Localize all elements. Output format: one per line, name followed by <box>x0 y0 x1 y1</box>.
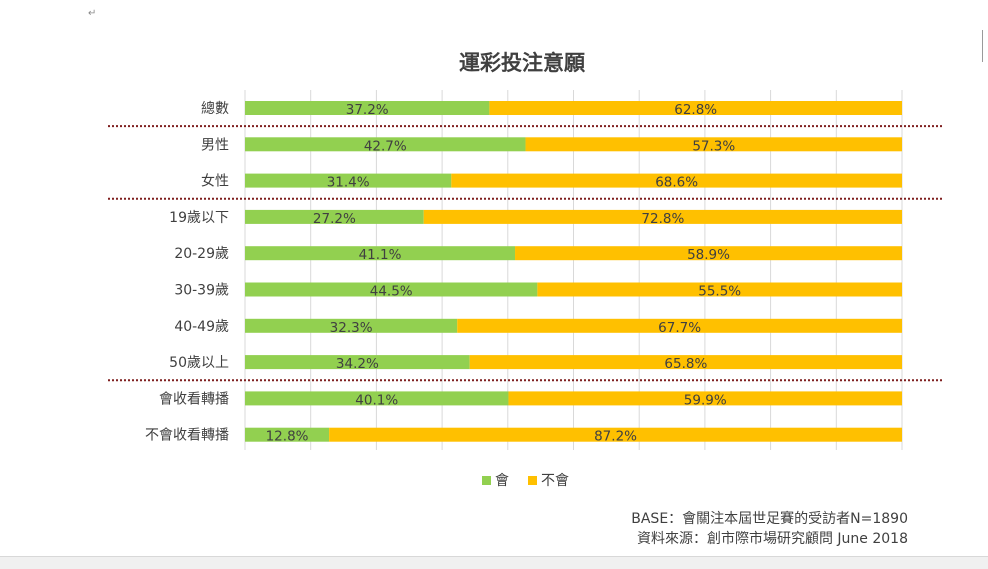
data-label: 62.8% <box>674 102 717 118</box>
group-separators <box>108 125 944 382</box>
category-label: 不會收看轉播 <box>145 428 229 444</box>
data-label: 55.5% <box>698 284 741 300</box>
bar-segment-yes <box>245 282 538 297</box>
data-label: 34.2% <box>336 356 379 372</box>
category-label: 總數 <box>201 100 229 117</box>
legend: 會 不會 <box>482 473 569 489</box>
bar-segment-yes <box>245 137 526 152</box>
data-label: 65.8% <box>664 356 707 372</box>
data-label: 31.4% <box>327 175 370 191</box>
bar-segment-no <box>515 246 902 261</box>
bar-segment-no <box>525 137 902 152</box>
category-label: 40-49歲 <box>174 319 229 335</box>
stacked-bar-chart: 運彩投注意願 總數 37.2% 62.8% 男性 42.7% 57.3% 女性 31.4% 68… <box>108 51 944 489</box>
bar-segment-yes <box>245 209 424 224</box>
legend-swatch-yes <box>482 476 491 485</box>
data-label: 72.8% <box>641 211 684 227</box>
bar-segment-no <box>451 173 902 188</box>
bar-segment-yes <box>245 246 516 261</box>
bar-segment-yes <box>245 173 452 188</box>
bar-segment-yes <box>245 318 458 333</box>
bar-segment-no <box>508 391 902 406</box>
data-label: 87.2% <box>594 429 637 445</box>
legend-label: 不會 <box>541 473 569 489</box>
data-label: 27.2% <box>313 211 356 227</box>
category-label: 女性 <box>201 173 229 190</box>
bars: 總數 37.2% 62.8% 男性 42.7% 57.3% 女性 31.4% 68.6% 19歲以… <box>145 100 902 445</box>
bar-segment-no <box>489 101 902 115</box>
data-label: 40.1% <box>355 392 398 408</box>
bar-segment-no <box>469 355 902 370</box>
bar-segment-no <box>457 318 902 333</box>
source-credit: 資料來源：創市際市場研究顧問 June 2018 <box>636 531 908 547</box>
status-strip <box>0 556 988 569</box>
data-label: 59.9% <box>684 392 727 408</box>
category-label: 20-29歲 <box>174 246 229 262</box>
bar-segment-yes <box>245 355 470 370</box>
chart-title: 運彩投注意願 <box>459 51 586 75</box>
legend-label: 會 <box>495 473 509 489</box>
data-label: 32.3% <box>330 320 373 336</box>
data-label: 44.5% <box>370 284 413 300</box>
bar-segment-yes <box>245 391 509 406</box>
data-label: 68.6% <box>655 175 698 191</box>
data-label: 67.7% <box>658 320 701 336</box>
bar-segment-yes <box>245 427 330 442</box>
bar-segment-no <box>537 282 902 297</box>
paragraph-return-mark: ↵ <box>88 8 97 19</box>
data-label: 58.9% <box>687 247 730 263</box>
data-label: 57.3% <box>692 138 735 154</box>
source-base-note: BASE：會關注本屆世足賽的受訪者N=1890 <box>631 511 908 527</box>
category-label: 會收看轉播 <box>159 391 229 407</box>
bar-segment-no <box>423 209 902 224</box>
data-label: 42.7% <box>364 138 407 154</box>
data-label: 41.1% <box>359 247 402 263</box>
data-label: 12.8% <box>266 429 309 445</box>
category-label: 19歲以下 <box>169 210 229 226</box>
category-label: 男性 <box>201 137 229 153</box>
category-label: 30-39歲 <box>174 283 229 299</box>
legend-swatch-no <box>528 476 537 485</box>
bar-segment-yes <box>245 101 490 115</box>
bar-segment-no <box>329 427 902 442</box>
data-label: 37.2% <box>346 102 389 118</box>
scrollbar-edge <box>982 30 983 62</box>
category-label: 50歲以上 <box>169 355 229 371</box>
